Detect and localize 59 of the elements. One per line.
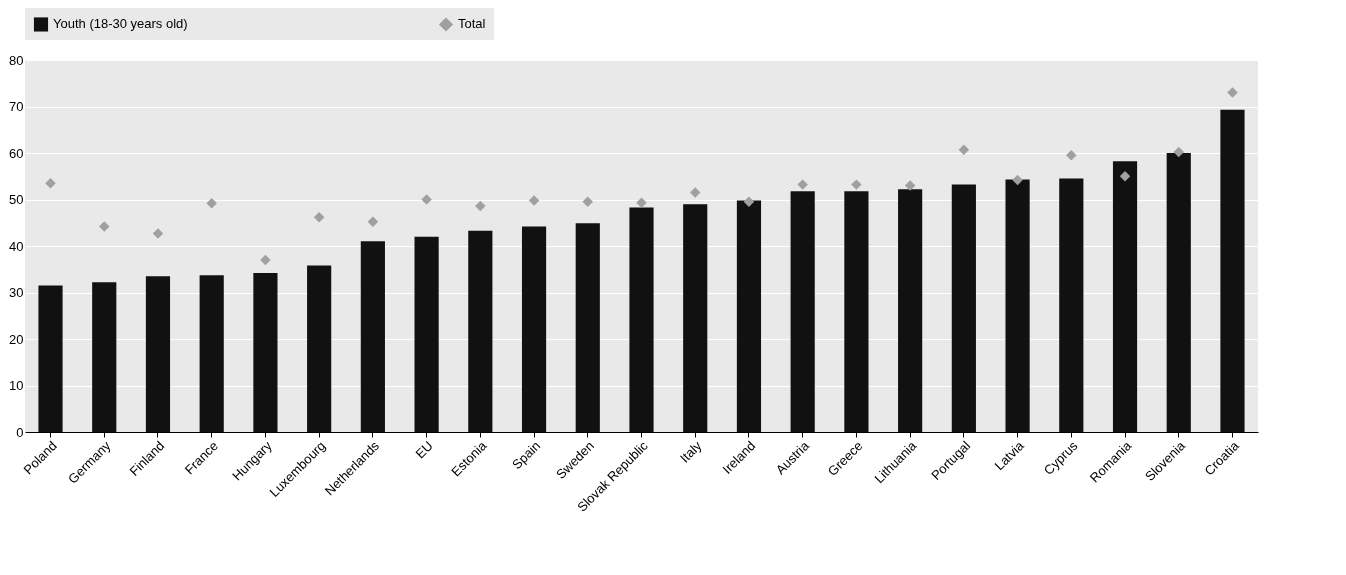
bar xyxy=(1059,178,1084,432)
point xyxy=(1119,171,1131,182)
point xyxy=(851,179,862,190)
point xyxy=(99,221,110,232)
point xyxy=(743,196,755,208)
bar xyxy=(145,276,171,432)
bar xyxy=(92,282,117,432)
y-tick-label: 0 xyxy=(16,424,24,440)
bar xyxy=(1005,179,1030,432)
y-tick-label: 30 xyxy=(9,285,24,300)
bar xyxy=(199,275,224,432)
legend-label: Youth (18-30 years old) xyxy=(53,16,188,32)
bar xyxy=(521,226,547,432)
point xyxy=(421,194,432,205)
bar xyxy=(683,204,708,432)
point xyxy=(313,211,325,223)
bar xyxy=(307,265,332,432)
y-tick-label: 80 xyxy=(9,52,24,68)
point xyxy=(582,196,594,208)
point xyxy=(1173,146,1184,158)
y-tick-label: 50 xyxy=(9,192,24,207)
y-tick-label: 20 xyxy=(9,331,24,347)
point xyxy=(367,216,379,228)
point xyxy=(1227,87,1238,98)
point xyxy=(689,187,701,198)
point xyxy=(1066,150,1077,161)
point xyxy=(475,200,486,212)
x-tick-label: Italy xyxy=(676,437,705,466)
bar xyxy=(951,184,976,432)
bar xyxy=(790,191,815,432)
bar xyxy=(414,236,439,432)
point xyxy=(206,197,217,209)
point xyxy=(958,144,970,155)
y-tick-label: 70 xyxy=(9,99,24,114)
point xyxy=(260,254,271,266)
bar xyxy=(575,223,600,432)
y-tick-label: 40 xyxy=(9,238,24,254)
bar xyxy=(1220,109,1245,432)
bar xyxy=(38,285,63,432)
point xyxy=(636,197,647,208)
bar xyxy=(1166,153,1191,432)
point xyxy=(152,228,164,239)
point xyxy=(904,180,916,191)
bar xyxy=(898,189,923,432)
y-tick-label: 60 xyxy=(9,145,24,161)
point xyxy=(797,179,808,190)
bar xyxy=(844,191,869,432)
legend-label: Total xyxy=(458,16,486,32)
point xyxy=(1012,174,1023,186)
bar xyxy=(736,200,762,432)
bar xyxy=(1112,161,1138,432)
bar xyxy=(360,241,385,432)
bar xyxy=(253,272,278,432)
point xyxy=(45,177,56,189)
bar xyxy=(468,230,493,432)
y-tick-label: 10 xyxy=(9,378,24,393)
x-tick-label: EU xyxy=(412,438,436,462)
point xyxy=(528,195,540,206)
bar xyxy=(629,207,654,432)
